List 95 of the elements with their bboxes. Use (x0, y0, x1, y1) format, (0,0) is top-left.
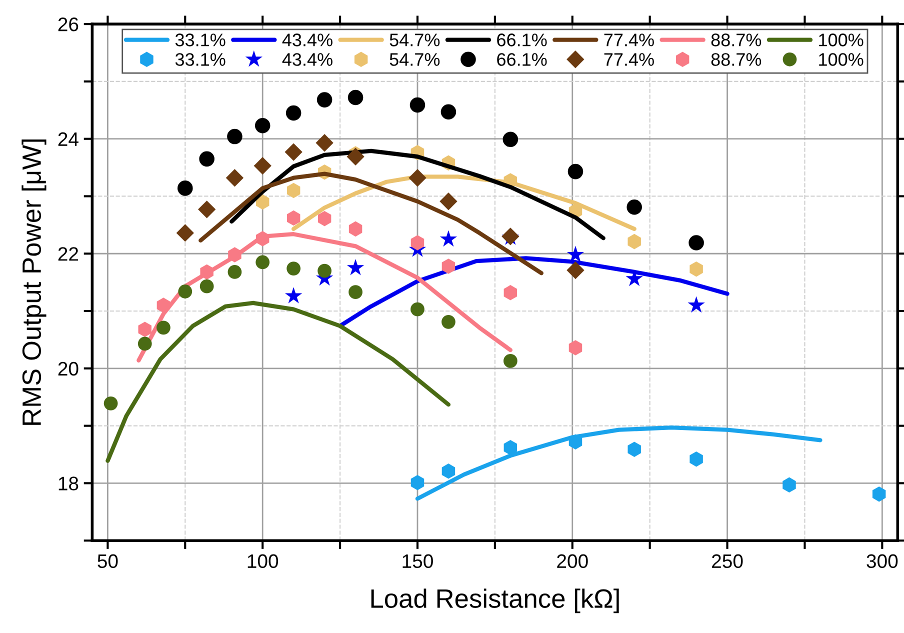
x-tick-label: 250 (712, 554, 743, 568)
point (176, 224, 194, 242)
line-series (136, 232, 513, 362)
legend-label: 77.4% (604, 53, 654, 66)
point (228, 247, 242, 262)
point (256, 194, 270, 210)
point (504, 285, 518, 300)
legend-label: 88.7% (711, 53, 762, 66)
point (348, 90, 364, 106)
y-axis-title: RMS Output Power [μW] (22, 139, 46, 425)
point (198, 200, 216, 218)
point (503, 354, 518, 368)
point (348, 285, 362, 300)
point (156, 320, 170, 335)
line-series (106, 300, 451, 463)
point (104, 396, 118, 410)
point (566, 246, 584, 262)
point (316, 92, 332, 108)
point (316, 134, 334, 152)
point (504, 440, 518, 456)
point (688, 235, 704, 250)
legend-label: 100% (819, 34, 864, 46)
y-tick-label: 24 (58, 132, 78, 146)
point (626, 199, 642, 215)
point (442, 314, 456, 329)
legend-label: 33.1% (175, 53, 226, 66)
point (178, 180, 193, 196)
point (410, 474, 424, 490)
legend-label: 66.1% (497, 34, 547, 46)
point (440, 192, 458, 210)
point (442, 464, 456, 479)
point (200, 279, 214, 294)
point (502, 132, 518, 148)
point (568, 164, 584, 180)
point (254, 118, 270, 134)
point (346, 258, 364, 276)
point (227, 128, 242, 144)
x-tick-label: 300 (866, 554, 898, 568)
point (440, 230, 458, 247)
point (410, 302, 424, 316)
legend-label: 100% (819, 53, 864, 66)
point (286, 105, 302, 121)
point (690, 451, 703, 467)
x-axis-title: Load Resistance [kΩ] (371, 588, 619, 614)
point (690, 261, 703, 277)
point (254, 156, 272, 175)
point (199, 151, 214, 167)
point (178, 284, 192, 298)
point (346, 148, 364, 166)
point (156, 298, 170, 313)
point (628, 234, 641, 250)
point (440, 104, 456, 120)
point (568, 340, 582, 356)
legend-label: 54.7% (390, 34, 440, 46)
point (348, 221, 362, 237)
y-tick-label: 22 (58, 247, 78, 261)
x-tick-label: 100 (248, 554, 278, 568)
legend-label: 43.4% (282, 53, 332, 66)
point (200, 264, 214, 280)
legend-label: 88.7% (711, 34, 762, 46)
point (408, 169, 426, 187)
point (286, 210, 300, 226)
point (628, 442, 641, 457)
legend-label: 43.4% (282, 34, 332, 46)
legend-label: 33.1% (175, 34, 226, 46)
point (256, 255, 270, 270)
point (286, 262, 301, 276)
point (284, 287, 302, 304)
legend-label: 66.1% (497, 53, 547, 66)
point (228, 265, 242, 279)
x-tick-label: 50 (98, 554, 118, 568)
point (138, 336, 152, 351)
point (286, 182, 300, 198)
point (442, 258, 456, 274)
point (138, 322, 152, 338)
point (284, 143, 302, 161)
point (410, 235, 424, 250)
point (318, 264, 332, 278)
point (782, 477, 796, 493)
point (568, 434, 582, 450)
point (688, 296, 705, 313)
line-series (415, 425, 822, 501)
point (226, 169, 244, 187)
y-tick-label: 20 (58, 362, 78, 376)
y-tick-label: 26 (58, 18, 78, 32)
point (256, 231, 270, 246)
y-tick-label: 18 (58, 476, 78, 490)
legend-label: 54.7% (390, 53, 440, 66)
x-tick-label: 150 (402, 554, 433, 568)
x-tick-label: 200 (557, 554, 588, 568)
point (872, 486, 886, 502)
point (410, 97, 426, 113)
point (318, 210, 332, 226)
legend-label: 77.4% (604, 34, 654, 46)
point (566, 261, 584, 280)
